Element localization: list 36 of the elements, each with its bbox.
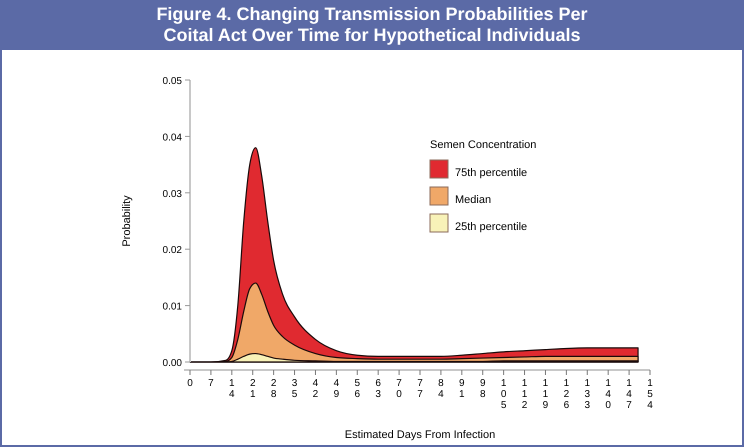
x-tick-label: 9 8 bbox=[480, 378, 486, 400]
x-tick-label: 1 4 bbox=[229, 378, 236, 400]
x-tick-label: 6 3 bbox=[375, 378, 382, 400]
y-tick-label: 0.05 bbox=[162, 76, 182, 87]
x-tick-label: 2 8 bbox=[270, 378, 277, 400]
y-tick-label: 0.02 bbox=[162, 245, 182, 256]
y-axis-title: Probability bbox=[121, 194, 133, 247]
x-tick-label: 7 7 bbox=[417, 378, 424, 400]
legend-label: 25th percentile bbox=[455, 221, 528, 233]
x-tick-label: 1 0 5 bbox=[500, 378, 507, 411]
chart-title: Figure 4. Changing Transmission Probabilities Per Coital Act Over Time for Hypothetical Individuals bbox=[156, 4, 588, 45]
y-tick-label: 0.00 bbox=[162, 358, 182, 369]
x-tick-label: 7 0 bbox=[396, 378, 402, 400]
x-tick-label: 7 bbox=[208, 378, 214, 389]
x-tick-label: 1 2 6 bbox=[564, 378, 570, 411]
x-tick-label: 9 1 bbox=[459, 378, 466, 400]
x-tick-label: 0 bbox=[187, 378, 194, 389]
x-tick-label: 1 4 0 bbox=[605, 378, 612, 411]
x-tick-label: 1 3 3 bbox=[584, 378, 590, 411]
x-tick-label: 5 6 bbox=[354, 378, 360, 400]
y-tick-label: 0.01 bbox=[162, 302, 182, 313]
x-tick-label: 4 2 bbox=[312, 378, 319, 400]
legend-title: Semen Concentration bbox=[430, 139, 536, 151]
legend-label: Median bbox=[455, 194, 492, 206]
x-tick-label: 1 4 7 bbox=[626, 378, 632, 411]
x-axis-title: Estimated Days From Infection bbox=[344, 429, 496, 441]
x-tick-label: 1 1 2 bbox=[522, 378, 528, 411]
x-tick-label: 3 5 bbox=[292, 378, 298, 400]
x-tick-label: 4 9 bbox=[334, 378, 340, 400]
x-tick-label: 8 4 bbox=[438, 378, 444, 400]
y-tick-label: 0.03 bbox=[162, 188, 182, 200]
legend-label: 75th percentile bbox=[455, 167, 528, 179]
x-tick-label: 2 1 bbox=[250, 378, 256, 400]
x-tick-label: 1 1 9 bbox=[542, 378, 549, 411]
x-tick-label: 1 5 4 bbox=[647, 378, 654, 411]
y-tick-label: 0.04 bbox=[162, 132, 182, 144]
